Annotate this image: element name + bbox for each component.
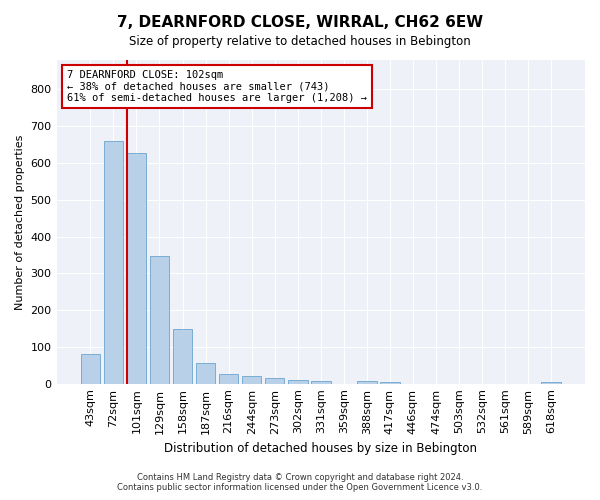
Bar [265,378,284,384]
Y-axis label: Number of detached properties: Number of detached properties [15,134,25,310]
Bar [541,382,561,384]
X-axis label: Distribution of detached houses by size in Bebington: Distribution of detached houses by size … [164,442,477,455]
Text: Size of property relative to detached houses in Bebington: Size of property relative to detached ho… [129,35,471,48]
Bar [173,329,193,384]
Bar [80,354,100,384]
Bar [242,376,262,384]
Text: 7 DEARNFORD CLOSE: 102sqm
← 38% of detached houses are smaller (743)
61% of semi: 7 DEARNFORD CLOSE: 102sqm ← 38% of detac… [67,70,367,103]
Bar [357,381,377,384]
Text: Contains HM Land Registry data © Crown copyright and database right 2024.
Contai: Contains HM Land Registry data © Crown c… [118,473,482,492]
Bar [311,381,331,384]
Bar [288,380,308,384]
Bar [196,362,215,384]
Bar [149,256,169,384]
Bar [380,382,400,384]
Bar [127,152,146,384]
Bar [104,141,123,384]
Text: 7, DEARNFORD CLOSE, WIRRAL, CH62 6EW: 7, DEARNFORD CLOSE, WIRRAL, CH62 6EW [117,15,483,30]
Bar [219,374,238,384]
